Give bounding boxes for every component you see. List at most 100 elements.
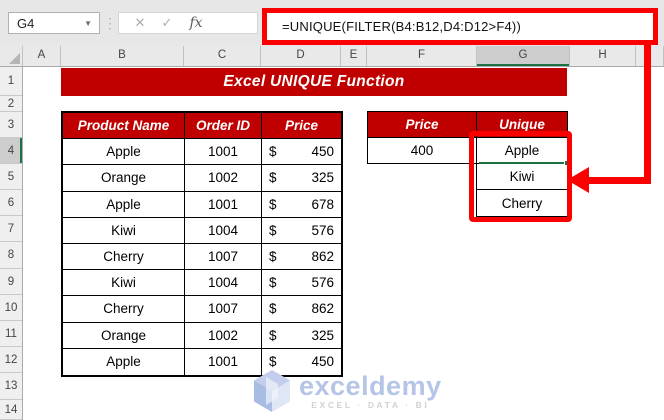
name-box-dropdown-icon[interactable]: ▼	[84, 18, 92, 28]
row-header-6[interactable]: 6	[0, 190, 22, 216]
name-box[interactable]: G4 ▼	[8, 12, 100, 34]
price-value: 450	[311, 354, 334, 370]
result-header-price[interactable]: Price	[367, 111, 477, 138]
row-header-14[interactable]: 14	[0, 400, 22, 420]
currency-symbol: $	[269, 170, 277, 186]
row-headers: 1 2 3 4 5 6 7 8 9 10 11 12 13 14	[0, 67, 23, 420]
row-header-7[interactable]: 7	[0, 216, 22, 242]
price-value: 576	[311, 222, 334, 238]
order-id-cell[interactable]: 1002	[185, 322, 262, 349]
currency-symbol: $	[269, 327, 277, 343]
products-header-order-id[interactable]: Order ID	[185, 113, 262, 139]
result-highlight-box	[469, 131, 572, 222]
column-header-C[interactable]: C	[184, 46, 261, 66]
currency-symbol: $	[269, 301, 277, 317]
price-cell[interactable]: $862	[262, 244, 341, 271]
row-header-10[interactable]: 10	[0, 295, 22, 321]
column-header-H[interactable]: H	[570, 46, 636, 66]
formula-bar-grip-icon: ⋮	[103, 15, 117, 31]
currency-symbol: $	[269, 196, 277, 212]
price-value: 450	[311, 144, 334, 160]
product-name-cell[interactable]: Apple	[63, 191, 185, 218]
currency-symbol: $	[269, 222, 277, 238]
product-name-cell[interactable]: Kiwi	[63, 270, 185, 297]
column-header-E[interactable]: E	[341, 46, 367, 66]
select-all-triangle-icon	[9, 53, 20, 64]
formula-input[interactable]: =UNIQUE(FILTER(B4:B12,D4:D12>F4))	[282, 19, 521, 34]
price-cell[interactable]: $576	[262, 270, 341, 297]
column-header-F[interactable]: F	[367, 46, 477, 66]
price-criteria-cell[interactable]: 400	[367, 137, 477, 164]
formula-bar-buttons: ✕ ✓ fx	[118, 12, 258, 34]
row-header-9[interactable]: 9	[0, 269, 22, 295]
watermark: exceldemy EXCEL · DATA · BI	[252, 369, 442, 413]
enter-icon[interactable]: ✓	[161, 15, 173, 30]
currency-symbol: $	[269, 354, 277, 370]
row-header-12[interactable]: 12	[0, 347, 22, 373]
column-header-G[interactable]: G	[477, 46, 570, 66]
price-cell[interactable]: $576	[262, 218, 341, 244]
title-banner-cell[interactable]: Excel UNIQUE Function	[61, 68, 567, 96]
row-header-5[interactable]: 5	[0, 164, 22, 190]
price-cell[interactable]: $450	[262, 349, 341, 375]
order-id-cell[interactable]: 1007	[185, 296, 262, 323]
annotation-arrow-vertical	[644, 43, 651, 184]
currency-symbol: $	[269, 275, 277, 291]
product-name-cell[interactable]: Apple	[63, 348, 185, 375]
order-id-cell[interactable]: 1007	[185, 243, 262, 271]
watermark-brand: exceldemy	[299, 370, 442, 401]
row-header-8[interactable]: 8	[0, 242, 22, 269]
product-name-cell[interactable]: Kiwi	[63, 217, 185, 244]
order-id-cell[interactable]: 1001	[185, 348, 262, 375]
price-cell[interactable]: $450	[262, 139, 341, 166]
row-header-4[interactable]: 4	[0, 138, 22, 164]
order-id-cell[interactable]: 1001	[185, 191, 262, 218]
price-cell[interactable]: $678	[262, 192, 341, 218]
cancel-icon[interactable]: ✕	[134, 15, 146, 30]
order-id-cell[interactable]: 1004	[185, 270, 262, 297]
annotation-arrow-horizontal	[589, 177, 651, 184]
row-header-13[interactable]: 13	[0, 373, 22, 400]
product-name-cell[interactable]: Orange	[63, 165, 185, 192]
order-id-cell[interactable]: 1001	[185, 139, 262, 166]
product-name-cell[interactable]: Cherry	[63, 243, 185, 271]
row-header-11[interactable]: 11	[0, 321, 22, 347]
price-value: 862	[311, 301, 334, 317]
price-value: 678	[311, 196, 334, 212]
row-header-3[interactable]: 3	[0, 112, 22, 138]
products-header-price[interactable]: Price	[262, 113, 341, 139]
product-name-cell[interactable]: Apple	[63, 139, 185, 166]
watermark-text: exceldemy EXCEL · DATA · BI	[299, 370, 442, 410]
price-value: 862	[311, 249, 334, 265]
price-cell[interactable]: $325	[262, 323, 341, 349]
products-table: Product Name Order ID Price Apple 1001 $45…	[61, 111, 343, 377]
active-cell-border	[479, 162, 566, 164]
currency-symbol: $	[269, 144, 277, 160]
select-all-corner[interactable]	[0, 46, 23, 66]
price-value: 325	[311, 170, 334, 186]
name-box-value: G4	[17, 15, 35, 31]
title-banner-text: Excel UNIQUE Function	[223, 73, 405, 90]
order-id-cell[interactable]: 1002	[185, 165, 262, 192]
order-id-cell[interactable]: 1004	[185, 217, 262, 244]
watermark-tagline: EXCEL · DATA · BI	[311, 399, 430, 410]
price-cell[interactable]: $862	[262, 296, 341, 323]
price-value: 576	[311, 275, 334, 291]
column-header-D[interactable]: D	[261, 46, 341, 66]
unique-result-cell-1[interactable]: Apple	[476, 137, 568, 164]
row-header-2[interactable]: 2	[0, 96, 22, 112]
column-header-B[interactable]: B	[61, 46, 184, 66]
row-header-1[interactable]: 1	[0, 67, 22, 96]
formula-highlight-box: =UNIQUE(FILTER(B4:B12,D4:D12>F4))	[262, 8, 658, 45]
price-value: 325	[311, 327, 334, 343]
products-header-product-name[interactable]: Product Name	[63, 113, 185, 139]
product-name-cell[interactable]: Cherry	[63, 296, 185, 323]
formula-bar-strip: G4 ▼ ⋮ ✕ ✓ fx =UNIQUE(FILTER(B4:B12,D4:D…	[0, 0, 664, 46]
column-header-A[interactable]: A	[23, 46, 61, 66]
product-name-cell[interactable]: Orange	[63, 322, 185, 349]
insert-function-icon[interactable]: fx	[189, 15, 203, 31]
price-cell[interactable]: $325	[262, 165, 341, 192]
unique-result-cell-3[interactable]: Cherry	[476, 189, 568, 217]
